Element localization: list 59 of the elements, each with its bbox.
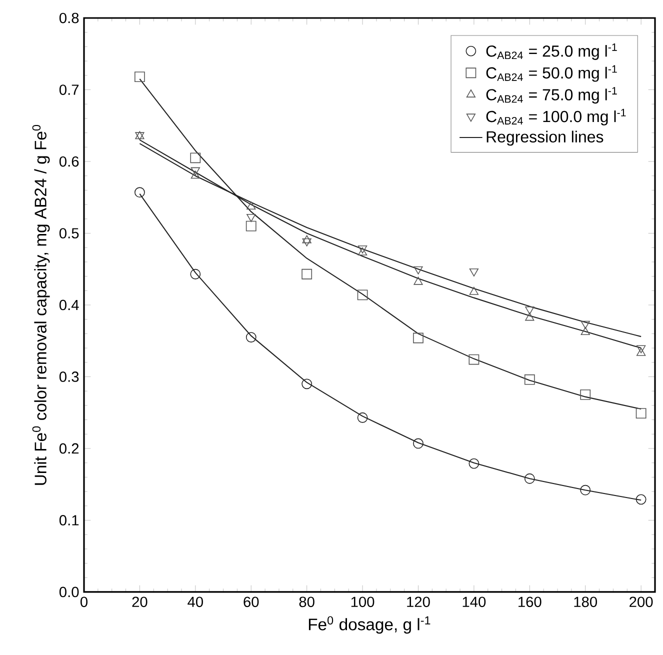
point xyxy=(580,389,591,400)
y-tick-label: 0.5 xyxy=(59,228,79,238)
point xyxy=(246,201,256,210)
point xyxy=(246,332,256,342)
point xyxy=(636,345,646,354)
x-tick-label: 60 xyxy=(244,596,259,608)
x-tick-label: 100 xyxy=(351,596,374,608)
point xyxy=(524,374,535,385)
x-tick-label: 120 xyxy=(407,596,430,608)
x-tick-label: 80 xyxy=(299,596,314,608)
point xyxy=(357,290,368,300)
point xyxy=(302,378,312,390)
y-tick-label: 0.1 xyxy=(59,515,79,526)
point xyxy=(524,473,535,484)
legend-label: C$_{AB24}$ = 100.0 mg l$^{-1}$ xyxy=(486,108,626,126)
point xyxy=(246,214,256,222)
y-tick-label: 0.8 xyxy=(59,12,79,24)
point xyxy=(580,484,591,496)
point xyxy=(636,494,646,505)
y-tick-label: 0.6 xyxy=(59,156,79,167)
point xyxy=(190,167,200,176)
y-tick-label: 0.2 xyxy=(59,443,79,454)
x-tick-label: 180 xyxy=(574,596,598,608)
point xyxy=(246,220,256,232)
x-tick-label: 0 xyxy=(80,596,88,608)
point xyxy=(469,268,479,276)
point xyxy=(190,152,201,164)
point xyxy=(414,266,423,274)
legend-label: Regression lines xyxy=(486,130,604,146)
point xyxy=(302,268,312,280)
y-tick-label: 0.4 xyxy=(59,300,79,310)
point xyxy=(357,412,368,423)
point xyxy=(413,438,424,449)
legend-label: C$_{AB24}$ = 50.0 mg l$^{-1}$ xyxy=(486,65,617,82)
y-axis-title: Unit Fe$^{0}$ color removal capacity, mg AB24 / g Fe$^{0}$ xyxy=(32,124,50,485)
point xyxy=(636,408,646,419)
x-tick-label: 160 xyxy=(518,596,542,608)
legend-label: C$_{AB24}$ = 25.0 mg l$^{-1}$ xyxy=(486,43,617,60)
point xyxy=(134,72,145,82)
x-tick-label: 200 xyxy=(630,596,653,608)
x-axis-title: Fe$^{0}$ dosage, g l$^{-1}$ xyxy=(308,616,430,634)
point xyxy=(190,170,200,179)
x-tick-label: 140 xyxy=(462,596,486,608)
x-tick-label: 20 xyxy=(132,596,148,608)
legend-label: C$_{AB24}$ = 75.0 mg l$^{-1}$ xyxy=(486,87,617,104)
point xyxy=(468,354,480,365)
y-tick-label: 0.0 xyxy=(59,586,79,598)
point xyxy=(413,332,424,344)
point xyxy=(302,235,312,244)
x-tick-label: 40 xyxy=(188,596,203,608)
point xyxy=(469,286,479,295)
point xyxy=(134,187,145,198)
point xyxy=(302,238,312,246)
point xyxy=(414,276,423,285)
point xyxy=(636,348,646,356)
y-tick-label: 0.7 xyxy=(59,84,79,95)
y-tick-label: 0.3 xyxy=(59,372,79,382)
point xyxy=(190,268,201,280)
point xyxy=(468,458,480,469)
